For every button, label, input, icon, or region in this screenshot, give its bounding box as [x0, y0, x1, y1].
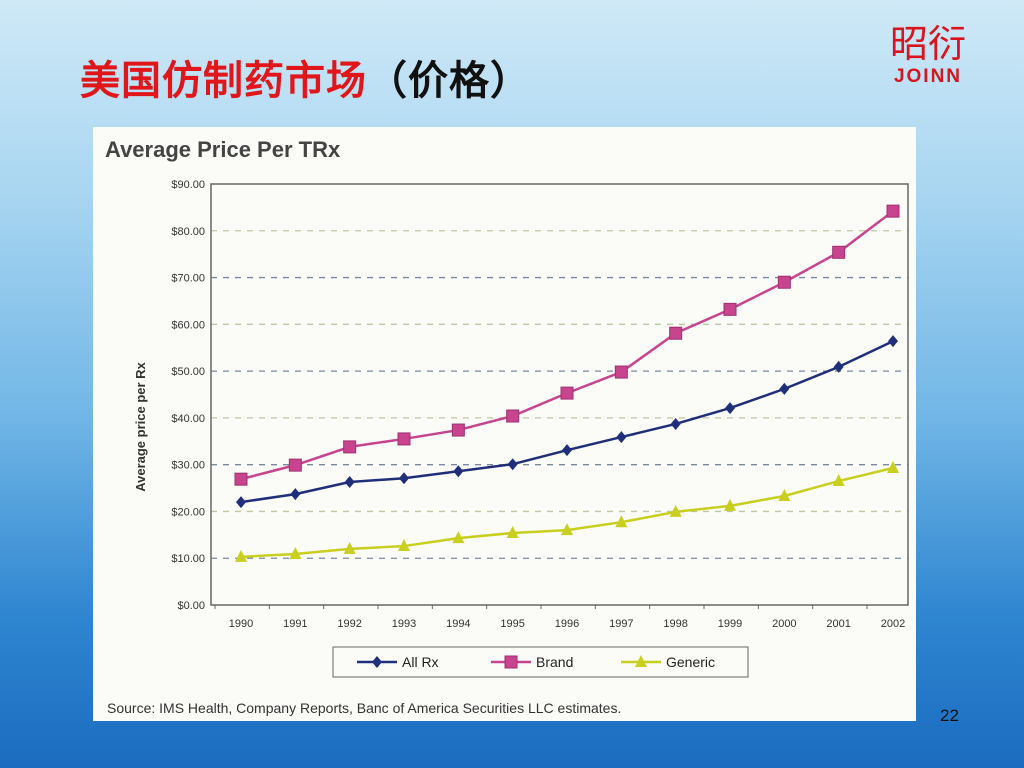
diamond-marker: [616, 431, 627, 444]
square-marker: [886, 204, 900, 218]
square-marker: [343, 440, 357, 454]
series-all-rx: [236, 335, 898, 509]
triangle-marker: [506, 525, 519, 538]
y-tick-label: $20.00: [171, 506, 205, 518]
diamond-marker: [888, 335, 898, 348]
diamond-marker: [833, 360, 844, 373]
diamond-marker: [670, 417, 681, 430]
chart-image: Average Price Per TRx Average price per …: [93, 127, 916, 721]
logo-english: JOINN: [893, 66, 963, 87]
y-tick-label: $90.00: [171, 179, 205, 191]
y-tick-label: $80.00: [171, 226, 205, 238]
logo-chinese: 昭衍: [889, 22, 966, 66]
diamond-marker: [290, 488, 301, 501]
legend-label: Generic: [666, 654, 715, 670]
square-marker: [504, 655, 518, 669]
x-tick-label: 1992: [337, 618, 361, 630]
line-chart: Average Price Per TRx Average price per …: [105, 137, 909, 716]
x-tick-label: 1999: [718, 618, 742, 630]
triangle-marker: [561, 523, 573, 536]
square-marker: [669, 326, 683, 340]
square-marker: [832, 245, 846, 259]
slide-title: 美国仿制药市场（价格）: [80, 48, 531, 106]
legend-label: Brand: [536, 654, 573, 670]
series-line: [240, 466, 894, 559]
diamond-marker: [399, 472, 409, 485]
triangle-marker: [778, 489, 791, 502]
plot-frame: [210, 183, 909, 606]
chart-title: Average Price Per TRx: [105, 137, 341, 162]
triangle-marker: [669, 504, 682, 517]
x-tick-label: 1997: [609, 618, 633, 630]
square-marker: [451, 423, 465, 437]
diamond-marker: [453, 465, 464, 478]
legend-box: [332, 646, 749, 678]
x-tick-label: 1990: [229, 618, 253, 630]
triangle-marker: [887, 460, 899, 473]
diamond-marker: [725, 402, 735, 415]
triangle-marker: [398, 539, 410, 552]
series-generic: [235, 460, 899, 562]
y-tick-label: $70.00: [171, 273, 205, 285]
legend: All Rx Brand Generic: [332, 646, 749, 678]
square-marker: [506, 409, 520, 423]
x-tick-label: 2000: [772, 618, 796, 630]
x-tick-label: 1998: [663, 618, 687, 630]
diamond-marker: [507, 458, 518, 471]
series-line: [240, 210, 894, 481]
y-axis-label: Average price per Rx: [133, 361, 148, 491]
triangle-marker: [343, 541, 356, 554]
x-tick-label: 1996: [555, 618, 579, 630]
title-paren: （价格）: [367, 58, 531, 104]
y-tick-label: $40.00: [171, 413, 205, 425]
triangle-marker: [452, 531, 465, 544]
triangle-marker: [635, 655, 647, 667]
square-marker: [397, 432, 411, 446]
square-marker: [777, 275, 791, 289]
legend-label: All Rx: [402, 654, 439, 670]
y-tick-label: $30.00: [171, 460, 205, 472]
x-tick-label: 2002: [881, 618, 905, 630]
x-tick-label: 1995: [500, 618, 524, 630]
square-marker: [234, 472, 248, 486]
triangle-marker: [724, 498, 736, 511]
square-marker: [560, 386, 574, 400]
diamond-marker: [779, 382, 790, 395]
y-tick-label: $50.00: [171, 366, 205, 378]
diamond-marker: [236, 496, 246, 509]
page-number: 22: [940, 706, 959, 725]
square-marker: [614, 365, 628, 379]
joinn-logo: 昭衍 JOINN: [868, 22, 988, 88]
chart-source: Source: IMS Health, Company Reports, Ban…: [107, 700, 621, 716]
series-line: [240, 340, 894, 504]
x-tick-label: 1994: [446, 618, 470, 630]
x-tick-label: 1993: [392, 618, 416, 630]
square-marker: [723, 302, 737, 316]
diamond-marker: [562, 444, 572, 457]
triangle-marker: [615, 515, 628, 528]
y-tick-label: $10.00: [171, 553, 205, 565]
x-tick-label: 2001: [826, 618, 850, 630]
square-marker: [288, 458, 302, 472]
x-tick-label: 1991: [283, 618, 307, 630]
series-brand: [234, 204, 900, 486]
title-main: 美国仿制药市场: [80, 58, 367, 104]
diamond-marker: [372, 656, 382, 668]
y-tick-label: $60.00: [171, 319, 205, 331]
y-tick-label: $0.00: [177, 600, 205, 612]
diamond-marker: [344, 475, 355, 488]
triangle-marker: [235, 549, 247, 562]
triangle-marker: [289, 547, 302, 560]
triangle-marker: [832, 474, 845, 487]
